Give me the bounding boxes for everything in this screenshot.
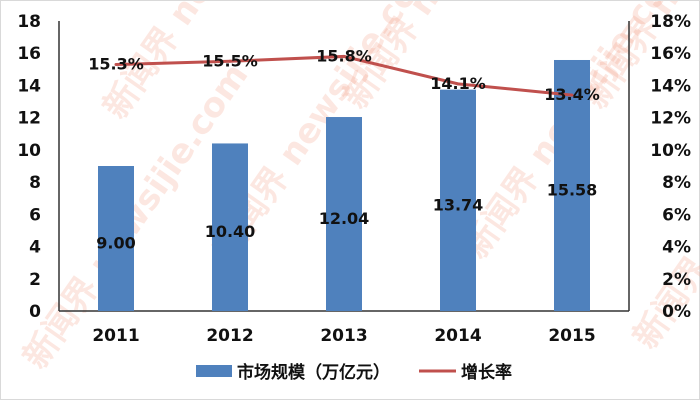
legend-bar-swatch [196, 365, 232, 377]
legend-bar-label: 市场规模（万亿元） [237, 362, 390, 383]
bar [212, 143, 248, 311]
right-tick-label: 8% [662, 173, 691, 193]
line-data-label: 15.3% [88, 55, 144, 74]
bar [440, 89, 476, 311]
left-tick-label: 2 [29, 270, 41, 290]
left-tick-label: 14 [17, 76, 41, 96]
x-tick-label: 2012 [206, 326, 253, 346]
bar [554, 59, 590, 311]
right-tick-label: 16% [650, 44, 691, 64]
bar-data-label: 9.00 [96, 234, 135, 253]
right-tick-label: 12% [650, 109, 691, 129]
right-tick-label: 10% [650, 141, 691, 161]
bar-data-label: 15.58 [547, 180, 598, 199]
right-tick-label: 4% [662, 238, 691, 258]
left-tick-label: 10 [17, 141, 41, 161]
legend-line-label: 增长率 [461, 362, 512, 383]
left-tick-label: 16 [17, 44, 41, 64]
bar [98, 166, 134, 311]
right-tick-label: 2% [662, 270, 691, 290]
left-tick-label: 4 [29, 238, 41, 258]
right-tick-label: 14% [650, 76, 691, 96]
line-data-label: 14.1% [430, 74, 486, 93]
line-data-label: 15.5% [202, 51, 258, 70]
left-tick-label: 12 [17, 109, 41, 129]
right-tick-label: 6% [662, 205, 691, 225]
left-tick-label: 8 [29, 173, 41, 193]
line-data-label: 15.8% [316, 46, 372, 65]
x-tick-label: 2015 [548, 326, 595, 346]
line-point [570, 93, 574, 97]
line-point [342, 54, 346, 58]
bar-data-label: 12.04 [319, 209, 370, 228]
x-tick-label: 2013 [320, 326, 367, 346]
line-point [456, 82, 460, 86]
bar [326, 117, 362, 312]
right-tick-label: 18% [650, 12, 691, 32]
right-tick-label: 0% [662, 302, 691, 322]
left-tick-label: 6 [29, 205, 41, 225]
x-tick-label: 2014 [434, 326, 481, 346]
left-tick-label: 18 [17, 12, 41, 32]
bar-data-label: 10.40 [205, 222, 256, 241]
x-tick-label: 2011 [92, 326, 139, 346]
left-tick-label: 0 [29, 302, 41, 322]
line-point [114, 63, 118, 66]
bar-data-label: 13.74 [433, 195, 484, 214]
line-data-label: 13.4% [544, 85, 600, 104]
line-point [228, 59, 232, 63]
